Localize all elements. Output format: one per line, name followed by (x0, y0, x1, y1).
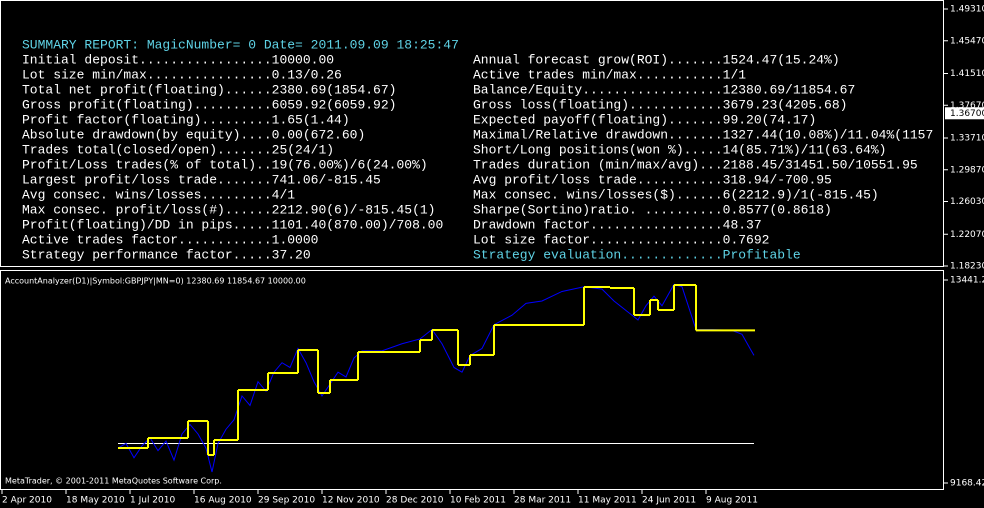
report-line: Active trades min/max...........1/1 (473, 67, 746, 82)
price-label: 1.29870 (950, 165, 984, 175)
report-line: Trades total(closed/open).......25(24/1) (22, 142, 334, 157)
current-price-label: 1.36700 (950, 109, 984, 119)
current-price-box (945, 107, 984, 120)
report-line: Absolute drawdown(by equity)....0.00(672… (22, 127, 365, 142)
price-label: 1.37670 (950, 101, 984, 111)
time-label: 9 Aug 2011 (706, 496, 758, 506)
price-label: 1.41510 (950, 69, 984, 79)
time-label: 10 Feb 2011 (450, 496, 506, 506)
time-label: 12 Nov 2010 (322, 496, 380, 506)
report-line: Trades duration (min/max/avg)...2188.45/… (473, 157, 918, 172)
time-label: 28 Dec 2010 (386, 496, 444, 506)
report-line: Initial deposit.................10000.00 (22, 52, 334, 67)
time-label: 18 May 2010 (66, 496, 125, 506)
indicator-title: AccountAnalyzer(D1)|Symbol:GBPJPY|MN=0) … (5, 277, 306, 286)
report-line: Lot size min/max................0.13/0.2… (22, 67, 342, 82)
report-line: Active trades factor............1.0000 (22, 232, 318, 247)
price-label: 1.49310 (950, 5, 984, 15)
report: SUMMARY REPORT: MagicNumber= 0 Date= 201… (22, 37, 933, 262)
report-title: SUMMARY REPORT: MagicNumber= 0 Date= 201… (22, 37, 459, 52)
value-label: 9168.42 (950, 479, 984, 489)
report-line: Avg profit/loss trade...........318.94/-… (473, 172, 832, 187)
price-label: 1.18230 (950, 262, 984, 272)
time-label: 11 May 2011 (578, 496, 637, 506)
report-line: Expected payoff(floating).......99.20(74… (473, 112, 816, 127)
report-line: Maximal/Relative drawdown.......1327.44(… (473, 127, 933, 142)
time-label: 29 Sep 2010 (258, 496, 315, 506)
report-line: Strategy evaluation.............Profitab… (473, 247, 801, 262)
report-line: Sharpe(Sortino)ratio. ..........0.8577(0… (473, 202, 832, 217)
report-line: Max consec. profit/loss(#)......2212.90(… (22, 202, 435, 217)
report-line: Strategy performance factor.....37.20 (22, 247, 311, 262)
report-line: Max consec. wins/losses($)......6(2212.9… (473, 187, 879, 202)
report-line: Profit factor(floating).........1.65(1.4… (22, 112, 350, 127)
report-line: Lot size factor.................0.7692 (473, 232, 769, 247)
report-line: Annual forecast grow(ROI).......1524.47(… (473, 52, 840, 67)
report-line: Balance/Equity..................12380.69… (473, 82, 855, 97)
time-label: 2 Apr 2010 (2, 496, 52, 506)
time-label: 1 Jul 2010 (130, 496, 175, 506)
copyright: MetaTrader, © 2001-2011 MetaQuotes Softw… (5, 477, 222, 486)
report-line: Gross profit(floating)..........6059.92(… (22, 97, 396, 112)
frame (0, 0, 944, 490)
price-label: 1.45470 (950, 36, 984, 46)
value-label: 13441.25 (950, 276, 984, 286)
report-line: Total net profit(floating)......2380.69(… (22, 82, 396, 97)
report-line: Profit/Loss trades(% of total)..19(76.00… (22, 157, 428, 172)
price-label: 1.22070 (950, 230, 984, 240)
time-label: 16 Aug 2010 (194, 496, 252, 506)
main-panel-frame (0, 0, 944, 267)
time-label: 24 Jun 2011 (642, 496, 696, 506)
report-line: Avg consec. wins/losses.........4/1 (22, 187, 295, 202)
time-label: 28 Mar 2011 (514, 496, 571, 506)
report-line: Largest profit/loss trade.......741.06/-… (22, 172, 381, 187)
report-line: Drawdown factor.................48.37 (473, 217, 762, 232)
report-line: Short/Long positions(won %).....14(85.71… (473, 142, 886, 157)
indicator-panel-frame (0, 270, 944, 490)
price-label: 1.33710 (950, 134, 984, 144)
report-line: Profit(floating)/DD in pips.....1101.40(… (22, 217, 443, 232)
report-line: Gross loss(floating)............3679.23(… (473, 97, 847, 112)
price-label: 1.26030 (950, 197, 984, 207)
